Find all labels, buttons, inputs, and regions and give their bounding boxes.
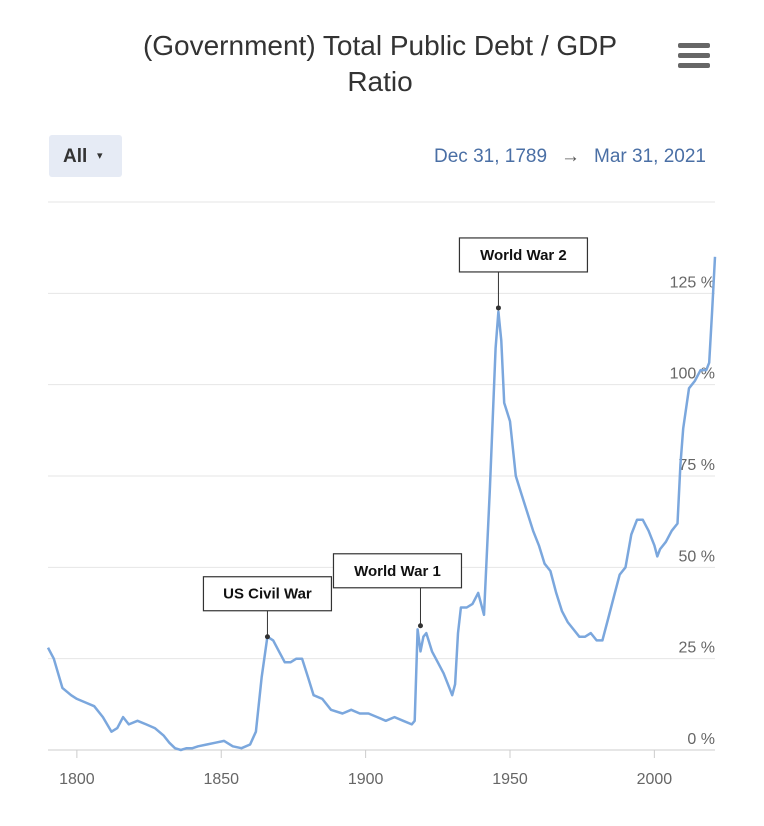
annotation-point bbox=[495, 305, 501, 311]
date-range-display: Dec 31, 1789 → Mar 31, 2021 bbox=[434, 146, 706, 168]
series-layer bbox=[46, 256, 717, 752]
chevron-down-icon: ▾ bbox=[97, 150, 103, 162]
x-axis-ticks: 1800 1850 1900 1950 2000 bbox=[59, 750, 672, 788]
x-tick-label: 1850 bbox=[203, 771, 239, 788]
annotation-label: World War 1 bbox=[354, 563, 441, 580]
annotation-label: US Civil War bbox=[223, 586, 312, 603]
end-date[interactable]: Mar 31, 2021 bbox=[594, 146, 706, 167]
y-tick-label: 125 % bbox=[670, 274, 715, 291]
y-tick-label: 75 % bbox=[679, 457, 715, 474]
y-tick-label: 0 % bbox=[687, 731, 715, 748]
grid-lines bbox=[48, 201, 715, 751]
annotation-label: World War 2 bbox=[480, 247, 567, 264]
range-selector-label: All bbox=[63, 146, 88, 167]
y-tick-label: 50 % bbox=[679, 548, 715, 565]
annotation-point bbox=[417, 623, 423, 629]
annotation-box bbox=[458, 237, 589, 273]
annotation-box bbox=[202, 576, 333, 612]
annotation: World War 1 bbox=[332, 553, 463, 629]
x-tick-label: 1800 bbox=[59, 771, 95, 788]
arrow-right-icon: → bbox=[561, 146, 581, 167]
chart-title-line-2: Ratio bbox=[347, 66, 413, 97]
annotations: US Civil War World War 1 World War 2 bbox=[202, 237, 589, 640]
annotation: US Civil War bbox=[202, 576, 333, 640]
x-tick-label: 1950 bbox=[492, 771, 528, 788]
y-axis-ticks: 0 %25 %50 %75 %100 %125 % bbox=[670, 274, 715, 748]
range-selector-button[interactable]: All ▾ bbox=[49, 135, 122, 177]
chart-title-line-1: (Government) Total Public Debt / GDP bbox=[142, 30, 618, 61]
annotation-point bbox=[264, 634, 270, 640]
series-line bbox=[46, 256, 717, 752]
hamburger-menu-icon[interactable] bbox=[676, 40, 712, 70]
x-tick-label: 1900 bbox=[348, 771, 384, 788]
start-date[interactable]: Dec 31, 1789 bbox=[434, 146, 548, 167]
x-tick-label: 2000 bbox=[637, 771, 673, 788]
annotation-box bbox=[332, 553, 463, 589]
chart-title: (Government) Total Public Debt / GDP Rat… bbox=[100, 28, 660, 100]
annotation: World War 2 bbox=[458, 237, 589, 311]
y-tick-label: 25 % bbox=[679, 640, 715, 657]
